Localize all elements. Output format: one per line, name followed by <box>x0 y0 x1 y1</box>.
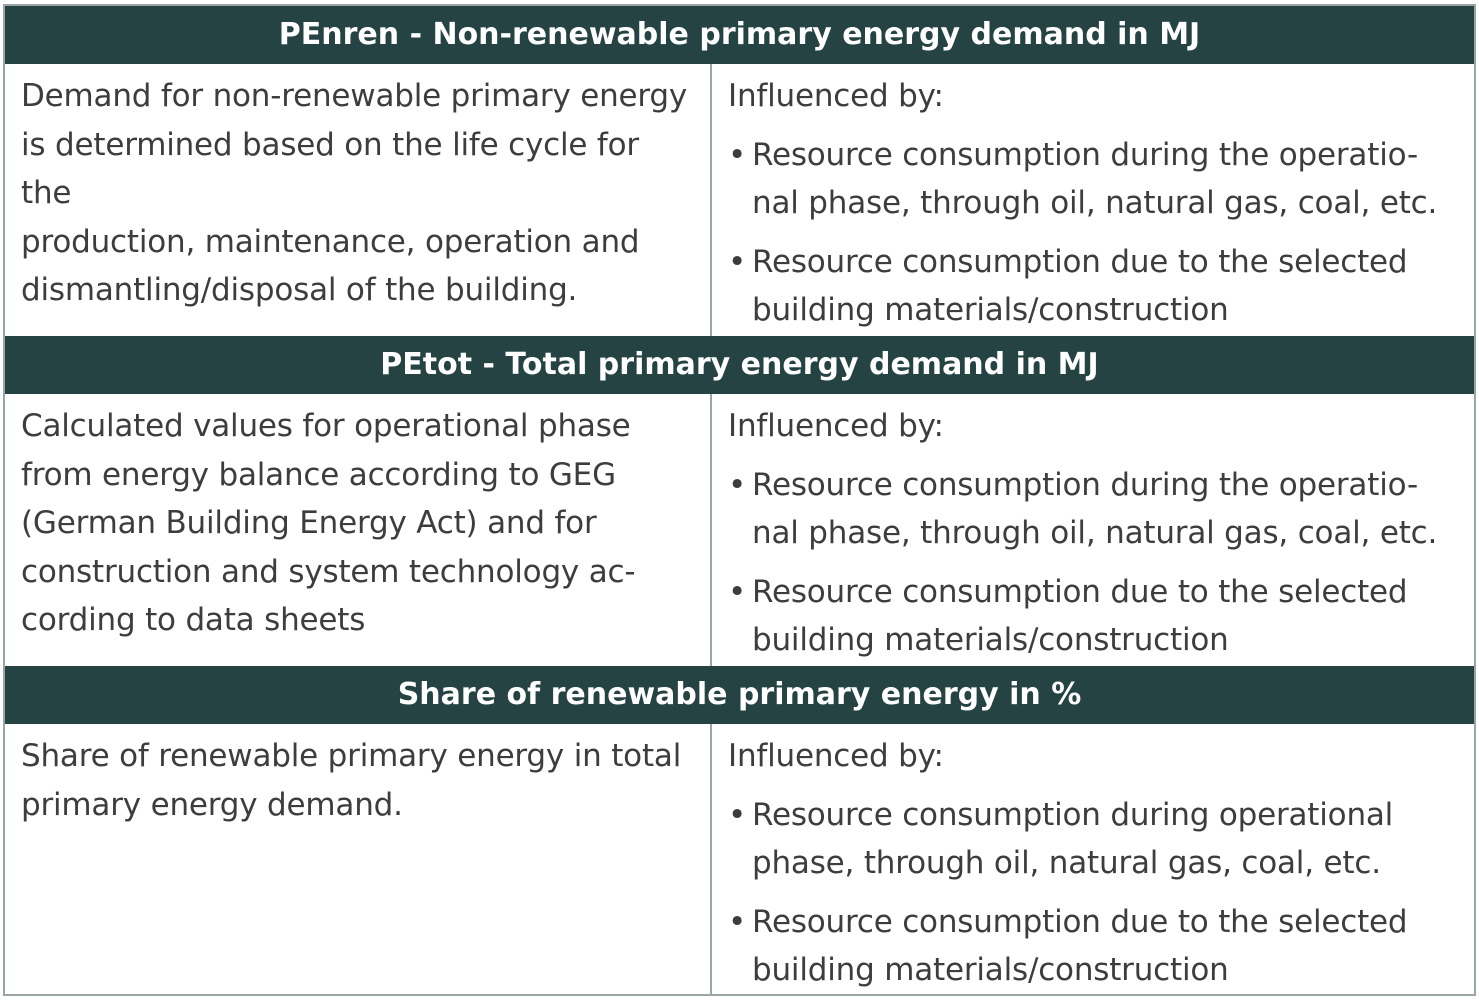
list-item: • Resource consumption during operationa… <box>728 791 1462 888</box>
influenced-by-label: Influenced by: <box>728 738 944 774</box>
description-line: is determined based on the life cycle fo… <box>21 126 639 212</box>
influences-cell: Influenced by: • Resource consumption du… <box>712 724 1474 996</box>
description-line: Share of renewable primary energy in tot… <box>21 738 682 774</box>
bullet-line: building materials/construction <box>752 292 1229 329</box>
bullet-line: phase, through oil, natural gas, coal, e… <box>752 845 1381 882</box>
bullet-icon: • <box>728 573 747 610</box>
description-line: dismantling/disposal of the building. <box>21 272 578 309</box>
bullet-line: Resource consumption during the operatio… <box>752 466 1418 503</box>
list-item: • Resource consumption due to the select… <box>728 238 1462 335</box>
list-item: • Resource consumption during the operat… <box>728 131 1462 228</box>
description-line: from energy balance according to GEG <box>21 456 616 493</box>
bullet-line: Resource consumption during operational <box>752 796 1394 833</box>
bullet-line: Resource consumption due to the selected <box>752 573 1408 610</box>
bullet-icon: • <box>728 903 747 940</box>
section-body-petot: Calculated values for operational phase … <box>5 394 1474 666</box>
section-header-penren: PEnren - Non-renewable primary energy de… <box>5 6 1474 64</box>
bullet-line: nal phase, through oil, natural gas, coa… <box>752 185 1438 222</box>
energy-indicators-table: PEnren - Non-renewable primary energy de… <box>3 4 1476 996</box>
bullet-line: nal phase, through oil, natural gas, coa… <box>752 515 1438 552</box>
influence-list: • Resource consumption during the operat… <box>728 461 1462 665</box>
section-header-petot: PEtot - Total primary energy demand in M… <box>5 336 1474 394</box>
section-body-renewable-share: Share of renewable primary energy in tot… <box>5 724 1474 996</box>
list-item: • Resource consumption due to the select… <box>728 568 1462 665</box>
description-line: Demand for non-renewable primary energy <box>21 78 688 114</box>
bullet-icon: • <box>728 466 747 503</box>
description-line: primary energy demand. <box>21 786 403 823</box>
bullet-line: building materials/construction <box>752 622 1229 659</box>
bullet-icon: • <box>728 136 747 173</box>
description-line: production, maintenance, operation and <box>21 223 640 260</box>
influence-list: • Resource consumption during the operat… <box>728 131 1462 335</box>
section-header-renewable-share: Share of renewable primary energy in % <box>5 666 1474 724</box>
section-body-penren: Demand for non-renewable primary energy … <box>5 64 1474 336</box>
influences-cell: Influenced by: • Resource consumption du… <box>712 394 1474 666</box>
bullet-line: Resource consumption due to the selected <box>752 903 1408 940</box>
bullet-icon: • <box>728 243 747 280</box>
bullet-line: Resource consumption due to the selected <box>752 243 1408 280</box>
description-cell: Demand for non-renewable primary energy … <box>5 64 712 336</box>
description-line: cording to data sheets <box>21 602 366 639</box>
bullet-icon: • <box>728 796 747 833</box>
list-item: • Resource consumption due to the select… <box>728 898 1462 995</box>
bullet-line: building materials/construction <box>752 952 1229 989</box>
list-item: • Resource consumption during the operat… <box>728 461 1462 558</box>
influenced-by-label: Influenced by: <box>728 408 944 444</box>
description-cell: Calculated values for operational phase … <box>5 394 712 666</box>
description-line: construction and system technology ac- <box>21 553 636 590</box>
description-cell: Share of renewable primary energy in tot… <box>5 724 712 996</box>
description-line: (German Building Energy Act) and for <box>21 505 597 542</box>
bullet-line: Resource consumption during the operatio… <box>752 136 1418 173</box>
description-line: Calculated values for operational phase <box>21 408 631 444</box>
influences-cell: Influenced by: • Resource consumption du… <box>712 64 1474 336</box>
influenced-by-label: Influenced by: <box>728 78 944 114</box>
influence-list: • Resource consumption during operationa… <box>728 791 1462 995</box>
